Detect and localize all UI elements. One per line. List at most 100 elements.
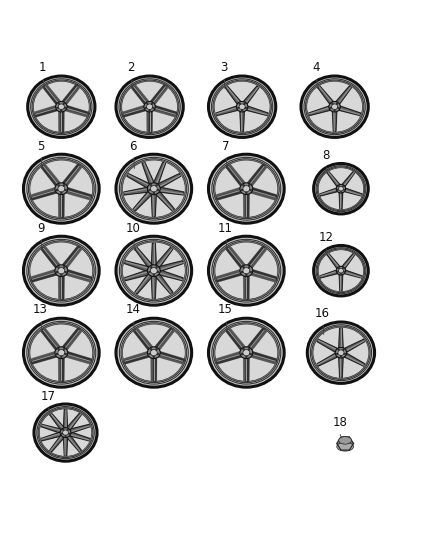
Ellipse shape: [153, 356, 155, 358]
Ellipse shape: [55, 183, 68, 195]
Ellipse shape: [56, 101, 67, 112]
Ellipse shape: [63, 103, 64, 104]
Polygon shape: [345, 188, 362, 196]
Ellipse shape: [314, 246, 368, 296]
Ellipse shape: [58, 266, 60, 268]
Ellipse shape: [338, 268, 340, 269]
Ellipse shape: [60, 356, 62, 358]
Text: 13: 13: [33, 303, 48, 333]
Ellipse shape: [213, 159, 279, 219]
Ellipse shape: [58, 349, 60, 350]
Polygon shape: [154, 162, 166, 184]
Polygon shape: [342, 254, 355, 269]
Ellipse shape: [336, 184, 346, 193]
Ellipse shape: [31, 79, 92, 135]
Ellipse shape: [24, 154, 99, 223]
Polygon shape: [337, 437, 353, 450]
Ellipse shape: [60, 110, 62, 111]
Polygon shape: [320, 188, 337, 196]
Ellipse shape: [28, 159, 94, 219]
Ellipse shape: [58, 268, 65, 274]
Ellipse shape: [28, 322, 94, 383]
Polygon shape: [159, 270, 183, 281]
Ellipse shape: [150, 268, 157, 274]
Ellipse shape: [57, 107, 58, 109]
Ellipse shape: [250, 189, 251, 191]
Ellipse shape: [240, 265, 253, 277]
Ellipse shape: [24, 236, 99, 305]
Ellipse shape: [244, 103, 245, 104]
Ellipse shape: [330, 107, 332, 109]
Ellipse shape: [155, 266, 157, 268]
Polygon shape: [41, 432, 61, 441]
Ellipse shape: [122, 324, 185, 381]
Ellipse shape: [116, 76, 183, 138]
Ellipse shape: [150, 184, 152, 186]
Ellipse shape: [120, 239, 188, 302]
Polygon shape: [152, 194, 156, 216]
Ellipse shape: [215, 324, 278, 381]
Ellipse shape: [240, 183, 253, 195]
Polygon shape: [142, 162, 154, 184]
Polygon shape: [244, 86, 259, 104]
Text: 14: 14: [126, 303, 141, 333]
Ellipse shape: [28, 76, 95, 138]
Ellipse shape: [307, 322, 374, 383]
Ellipse shape: [55, 265, 68, 277]
Ellipse shape: [340, 191, 342, 192]
Ellipse shape: [122, 81, 177, 132]
Ellipse shape: [34, 404, 97, 461]
Polygon shape: [332, 111, 337, 131]
Text: 6: 6: [129, 140, 137, 168]
Ellipse shape: [241, 110, 243, 111]
Ellipse shape: [60, 274, 62, 276]
Ellipse shape: [248, 266, 250, 268]
Ellipse shape: [312, 326, 370, 379]
Ellipse shape: [239, 104, 245, 109]
Ellipse shape: [30, 242, 93, 300]
Polygon shape: [64, 410, 67, 428]
Ellipse shape: [150, 266, 152, 268]
Polygon shape: [152, 243, 156, 265]
Ellipse shape: [241, 353, 243, 355]
Ellipse shape: [250, 353, 251, 355]
Ellipse shape: [329, 101, 340, 112]
Ellipse shape: [338, 350, 344, 356]
Ellipse shape: [337, 271, 339, 272]
Ellipse shape: [148, 265, 160, 277]
Ellipse shape: [212, 157, 281, 220]
Polygon shape: [70, 432, 90, 441]
Ellipse shape: [336, 266, 346, 275]
Polygon shape: [336, 86, 352, 104]
Ellipse shape: [243, 185, 250, 192]
Polygon shape: [41, 424, 61, 433]
Polygon shape: [155, 274, 173, 294]
Polygon shape: [317, 353, 337, 366]
Polygon shape: [155, 247, 173, 268]
Ellipse shape: [28, 241, 94, 301]
Ellipse shape: [243, 349, 244, 350]
Ellipse shape: [33, 81, 89, 132]
Ellipse shape: [38, 408, 93, 457]
Polygon shape: [159, 187, 184, 195]
Ellipse shape: [240, 347, 253, 359]
Ellipse shape: [304, 79, 365, 135]
Ellipse shape: [30, 160, 93, 217]
Ellipse shape: [339, 187, 343, 191]
Text: 16: 16: [315, 308, 330, 334]
Ellipse shape: [311, 325, 371, 381]
Ellipse shape: [120, 321, 188, 384]
Ellipse shape: [248, 349, 250, 350]
Ellipse shape: [65, 435, 66, 437]
Ellipse shape: [208, 154, 284, 223]
Ellipse shape: [317, 249, 365, 293]
Ellipse shape: [245, 274, 247, 276]
Text: 18: 18: [332, 416, 347, 436]
Text: 15: 15: [218, 303, 233, 333]
Ellipse shape: [65, 353, 67, 355]
Ellipse shape: [338, 185, 340, 187]
Ellipse shape: [120, 80, 179, 133]
Polygon shape: [317, 340, 337, 352]
Polygon shape: [225, 86, 241, 104]
Ellipse shape: [67, 429, 68, 431]
